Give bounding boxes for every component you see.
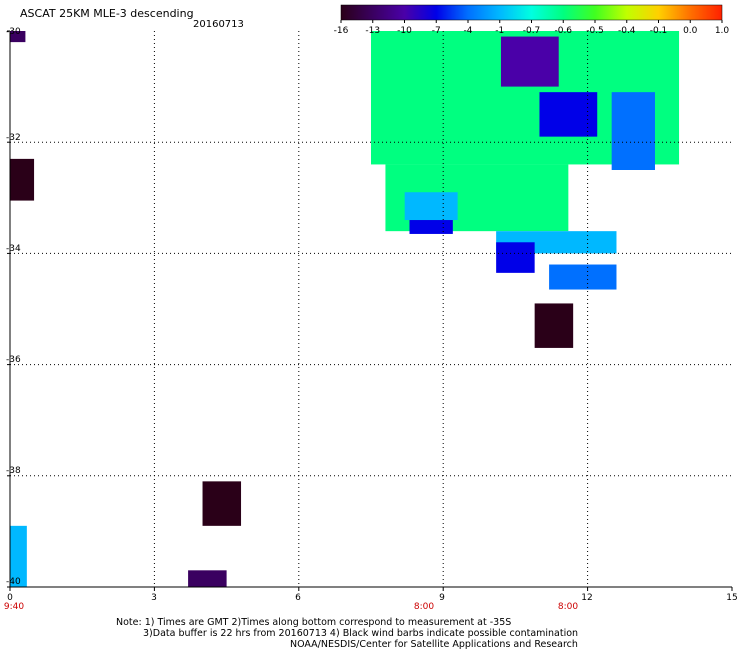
heatmap-cell (10, 158, 35, 201)
heatmap-cell (404, 192, 458, 221)
heatmap-cell (611, 92, 655, 170)
heatmap-cell (10, 525, 27, 587)
heatmap-cell (500, 36, 559, 87)
colorbar-tick-label: 1.0 (714, 26, 730, 36)
colorbar-tick-label: -1 (495, 26, 505, 36)
heatmap-cell (496, 242, 535, 273)
x-tick-label: 3 (151, 593, 157, 603)
heatmap-cell (549, 264, 617, 290)
heatmap-cell (534, 303, 574, 348)
x-tick-label: 15 (726, 593, 738, 603)
colorbar-tick-label: -0.6 (554, 26, 573, 36)
heatmap-cell (409, 220, 453, 234)
x-tick-label: 9 (439, 593, 445, 603)
y-tick-label: -36 (6, 355, 21, 365)
note-line-2: 3)Data buffer is 22 hrs from 20160713 4)… (143, 628, 579, 639)
colorbar (340, 4, 723, 21)
heatmap-cell (188, 570, 227, 587)
colorbar-tick-label: -10 (397, 26, 412, 36)
y-tick-label: -32 (6, 133, 21, 143)
y-tick-label: -34 (6, 244, 21, 254)
chart-title: ASCAT 25KM MLE-3 descending (20, 7, 194, 20)
x-tick-label: 0 (7, 593, 13, 603)
y-tick-label: -30 (6, 27, 21, 37)
colorbar-tick-label: 0.0 (683, 26, 698, 36)
y-tick-label: -38 (6, 466, 21, 476)
colorbar-tick-label: -0.4 (617, 26, 636, 36)
note-line-3: NOAA/NESDIS/Center for Satellite Applica… (290, 639, 578, 650)
x-tick-label: 12 (581, 593, 593, 603)
colorbar-tick-label: -16 (333, 26, 349, 36)
colorbar-tick-label: -4 (463, 26, 473, 36)
x-tick-label: 6 (295, 593, 301, 603)
time-label: 9:40 (3, 602, 25, 612)
colorbar-tick-label: -0.1 (649, 26, 668, 36)
colorbar-tick-label: -0.7 (522, 26, 541, 36)
time-label: 8:00 (557, 602, 579, 612)
heatmap-cell (539, 92, 598, 137)
time-label: 8:00 (413, 602, 435, 612)
colorbar-tick-label: -0.5 (586, 26, 604, 36)
note-line-1: Note: 1) Times are GMT 2)Times along bot… (116, 617, 512, 628)
heatmap-cell (10, 31, 26, 43)
y-tick-label: -40 (6, 577, 21, 587)
chart-date: 20160713 (193, 19, 244, 30)
colorbar-tick-label: -7 (431, 26, 441, 36)
heatmap-cell (202, 481, 242, 526)
colorbar-tick-label: -13 (365, 26, 381, 36)
